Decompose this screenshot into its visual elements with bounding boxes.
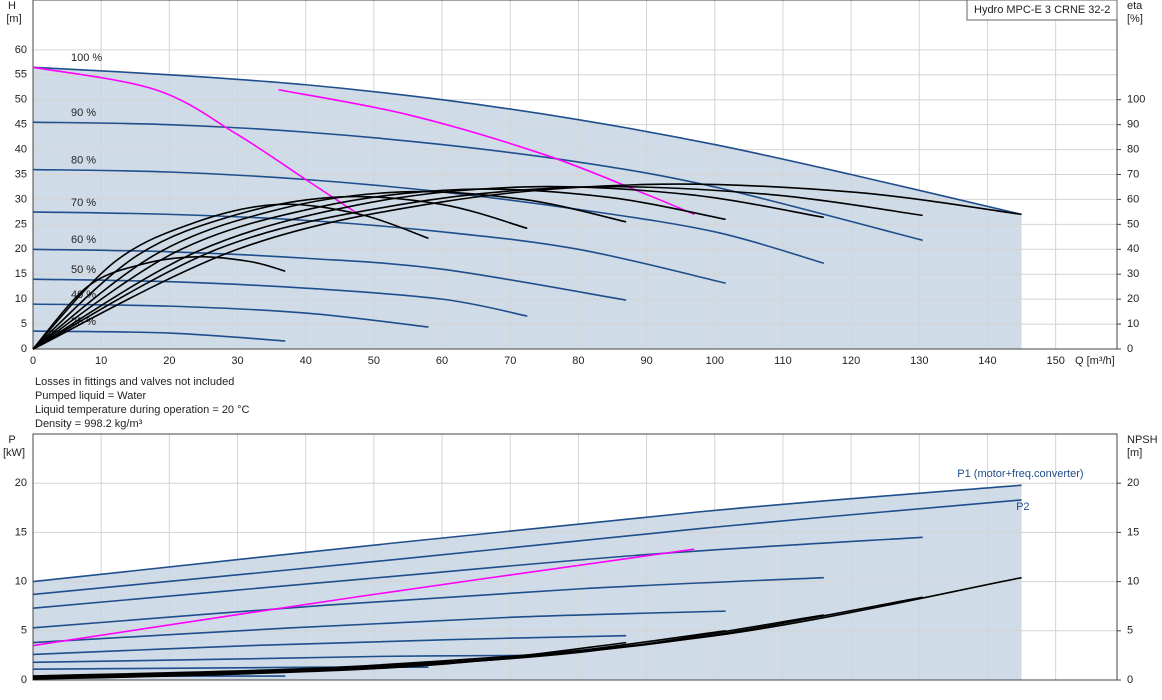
legend-box (966, 0, 1118, 21)
y2-axis-unit: [%] (1127, 13, 1143, 25)
x-tick-label: 150 (1046, 355, 1064, 367)
x-tick-label: 120 (842, 355, 860, 367)
y2-tick-label: 5 (1127, 625, 1133, 637)
y-tick-label: 50 (15, 94, 27, 106)
series-label: P2 (1016, 501, 1029, 513)
y-tick-label: 30 (15, 193, 27, 205)
y2-tick-label: 50 (1127, 218, 1139, 230)
series-label: 90 % (71, 107, 96, 119)
x-tick-label: 0 (30, 355, 36, 367)
y-tick-label: 0 (21, 343, 27, 355)
chart-title: Hydro MPC-E 3 CRNE 32-2 (974, 4, 1110, 16)
series-label: 80 % (71, 154, 96, 166)
plot-frame (32, 0, 1118, 350)
shaded-range (33, 485, 1022, 680)
x-tick-label: 130 (910, 355, 928, 367)
y-axis-unit: [kW] (3, 447, 25, 459)
y-tick-label: 55 (15, 69, 27, 81)
series-label: 100 % (71, 52, 102, 64)
series-line (32, 548, 695, 647)
x-tick-label: 20 (163, 355, 175, 367)
series-line (32, 211, 726, 284)
x-tick-label: 100 (706, 355, 724, 367)
x-tick-label: 140 (978, 355, 996, 367)
series-line (32, 190, 627, 350)
y-tick-label: 35 (15, 168, 27, 180)
series-line (32, 576, 824, 629)
plot-frame (32, 433, 1118, 681)
y-tick-label: 15 (15, 526, 27, 538)
x-tick-label: 60 (436, 355, 448, 367)
shaded-range (33, 67, 1022, 350)
x-tick-label: 70 (504, 355, 516, 367)
x-tick-label: 90 (640, 355, 652, 367)
series-line (32, 66, 1022, 216)
series-line (32, 630, 726, 679)
x-tick-label: 10 (95, 355, 107, 367)
y-axis-unit: [m] (6, 13, 21, 25)
y2-tick-label: 20 (1127, 293, 1139, 305)
y2-tick-label: 10 (1127, 318, 1139, 330)
series-label: 50 % (71, 264, 96, 276)
y-tick-label: 5 (21, 625, 27, 637)
note: Losses in fittings and valves not includ… (35, 376, 234, 388)
y-tick-label: 15 (15, 268, 27, 280)
x-tick-label: 30 (231, 355, 243, 367)
y2-tick-label: 10 (1127, 576, 1139, 588)
x-tick-label: 40 (300, 355, 312, 367)
series-line (32, 536, 923, 609)
series-label: 70 % (71, 197, 96, 209)
series-line (32, 654, 528, 664)
series-line (278, 88, 695, 216)
series-line (32, 278, 528, 317)
y-tick-label: 5 (21, 318, 27, 330)
y2-tick-label: 70 (1127, 168, 1139, 180)
series-line (32, 641, 627, 680)
y-axis-label: P (8, 434, 15, 446)
y2-tick-label: 0 (1127, 343, 1133, 355)
series-line (32, 610, 726, 644)
y-tick-label: 45 (15, 119, 27, 131)
y2-tick-label: 0 (1127, 674, 1133, 686)
series-line (32, 634, 627, 656)
y-tick-label: 10 (15, 576, 27, 588)
y2-axis-label: eta (1127, 0, 1143, 12)
y-tick-label: 20 (15, 243, 27, 255)
y-tick-label: 25 (15, 218, 27, 230)
y-tick-label: 20 (15, 477, 27, 489)
note: Liquid temperature during operation = 20… (35, 404, 250, 416)
series-line (32, 66, 361, 217)
note: Pumped liquid = Water (35, 390, 147, 402)
x-tick-label: 80 (572, 355, 584, 367)
series-line (32, 203, 429, 350)
y-tick-label: 40 (15, 143, 27, 155)
y-tick-label: 10 (15, 293, 27, 305)
series-line (32, 255, 286, 350)
y2-tick-label: 40 (1127, 243, 1139, 255)
y2-axis-unit: [m] (1127, 447, 1142, 459)
x-axis-label: Q [m³/h] (1075, 355, 1115, 367)
series-line (32, 484, 1022, 583)
y2-tick-label: 90 (1127, 119, 1139, 131)
series-label: 60 % (71, 234, 96, 246)
series-label: P1 (motor+freq.converter) (957, 468, 1083, 480)
series-line (32, 248, 627, 301)
y2-tick-label: 30 (1127, 268, 1139, 280)
x-tick-label: 50 (368, 355, 380, 367)
y-tick-label: 0 (21, 674, 27, 686)
y2-tick-label: 20 (1127, 477, 1139, 489)
y2-tick-label: 15 (1127, 526, 1139, 538)
series-line (32, 185, 824, 350)
y-axis-label: H (8, 0, 16, 12)
series-line (32, 499, 1022, 596)
note: Density = 998.2 kg/m³ (35, 418, 143, 430)
y2-tick-label: 80 (1127, 143, 1139, 155)
y2-tick-label: 100 (1127, 94, 1145, 106)
x-tick-label: 110 (774, 355, 792, 367)
y-tick-label: 60 (15, 44, 27, 56)
y2-axis-label: NPSH (1127, 434, 1158, 446)
y2-tick-label: 60 (1127, 193, 1139, 205)
